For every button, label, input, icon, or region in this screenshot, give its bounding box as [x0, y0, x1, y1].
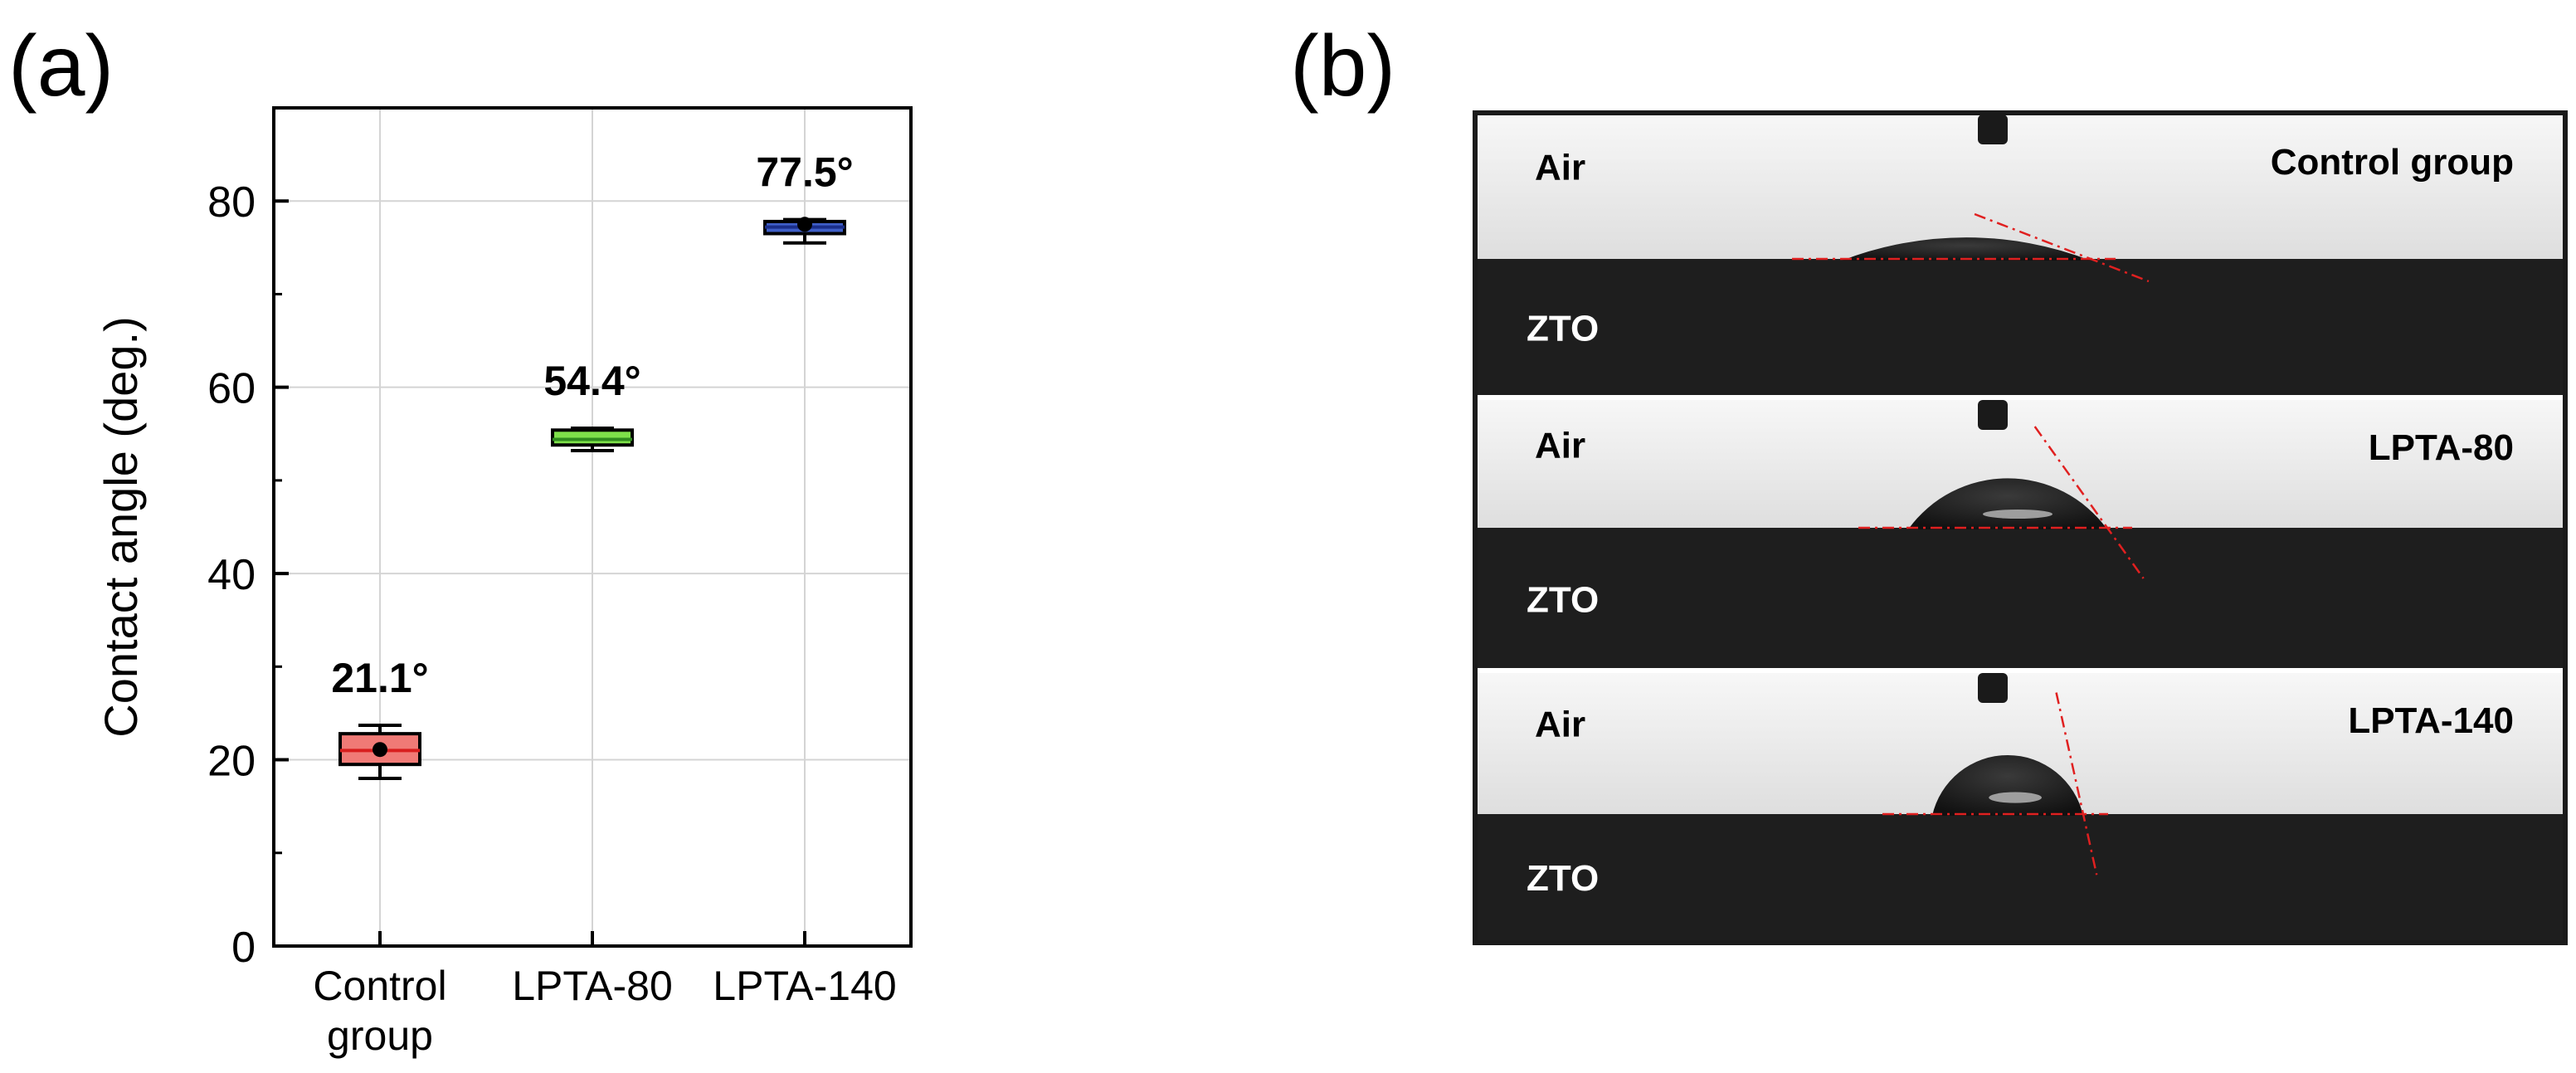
y-tick-label: 60	[207, 365, 256, 413]
mean-marker	[373, 742, 387, 758]
substrate-label: ZTO	[1527, 308, 1599, 349]
grid	[274, 108, 911, 946]
x-tick-label: LPTA-80	[512, 963, 673, 1009]
needle	[1978, 115, 2008, 144]
droplet	[1842, 237, 2091, 261]
box-series: 21.1° 54.4° 77.5°	[331, 149, 854, 780]
value-annotation: 54.4°	[543, 358, 640, 404]
tangent-line	[1974, 212, 2150, 283]
value-annotation: 77.5°	[756, 149, 853, 196]
x-tick-label: LPTA-140	[713, 963, 896, 1009]
needle	[1978, 400, 2008, 430]
air-label: Air	[1535, 147, 1585, 188]
image-frame	[1473, 110, 2568, 945]
air-label: Air	[1535, 705, 1585, 745]
droplet-highlight	[1989, 792, 2042, 803]
value-annotation: 21.1°	[331, 655, 428, 701]
y-axis-label: Contact angle (deg.)	[95, 316, 147, 737]
panel-b-label: (b)	[1290, 18, 1395, 115]
air-label: Air	[1535, 425, 1585, 466]
contact-angle-images: Air ZTO Control group Air ZTO LPTA-80 Air ZTO LP…	[1477, 115, 2564, 941]
box-0: 21.1°	[331, 655, 429, 780]
mean-marker	[797, 217, 812, 232]
box-2: 77.5°	[756, 149, 854, 245]
y-tick-label: 20	[207, 738, 256, 786]
box-iqr	[551, 428, 634, 447]
sample-title: LPTA-80	[2369, 427, 2514, 468]
panel-a-label: (a)	[8, 18, 114, 115]
y-tick-label: 40	[207, 551, 256, 599]
y-tick-label: 80	[207, 178, 256, 227]
panel-a: (a) 21.1° 54.4° 77.5° 0 20 40 60 80 Controlgro…	[8, 18, 913, 1059]
droplet	[1932, 754, 2083, 816]
box-1: 54.4°	[543, 358, 641, 452]
panel-b: (b) Air ZTO Control group Air ZTO LPTA-80 Air Z…	[1290, 18, 2568, 945]
sample-title: Control group	[2271, 142, 2514, 183]
sample-title: LPTA-140	[2348, 700, 2514, 741]
image-panel-0: Air ZTO Control group	[1477, 115, 2564, 395]
tangent-line	[2033, 426, 2145, 579]
substrate-region	[1477, 814, 2564, 941]
x-tick-label: group	[327, 1012, 433, 1059]
needle	[1978, 673, 2008, 703]
x-tick-label: Control	[313, 963, 446, 1009]
substrate-label: ZTO	[1527, 579, 1599, 620]
droplet	[1908, 478, 2107, 529]
substrate-region	[1477, 528, 2564, 668]
image-panel-2: Air ZTO LPTA-140	[1477, 673, 2564, 941]
tangent-line	[2055, 692, 2098, 875]
substrate-region	[1477, 259, 2564, 395]
image-panel-1: Air ZTO LPTA-80	[1477, 400, 2564, 668]
substrate-label: ZTO	[1527, 858, 1599, 899]
droplet-highlight	[1983, 509, 2053, 519]
y-axis-ticks: 0 20 40 60 80	[207, 178, 806, 972]
y-tick-label: 0	[231, 924, 256, 972]
air-region	[1477, 115, 2564, 259]
